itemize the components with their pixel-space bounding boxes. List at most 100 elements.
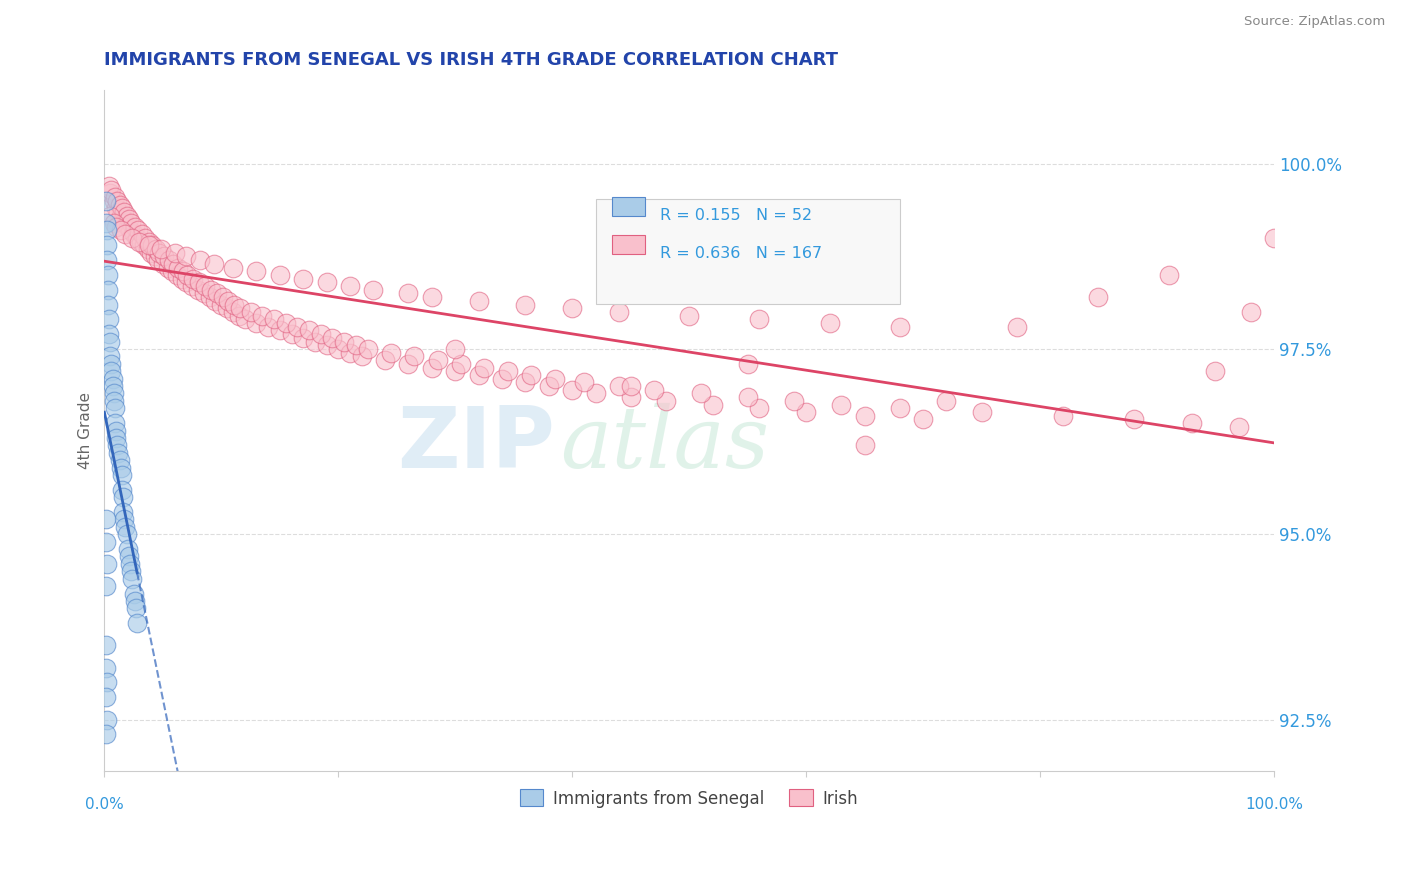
Point (136, 242, 159, 256)
Bar (612, 235, 645, 254)
Point (112, 205, 135, 219)
Point (148, 253, 170, 268)
Point (643, 383, 665, 397)
Point (97, 297, 120, 311)
Point (702, 398, 724, 412)
Point (889, 401, 911, 416)
Point (350, 350, 373, 364)
Point (103, 194, 125, 208)
Point (112, 512, 135, 526)
Point (187, 283, 209, 297)
Point (269, 268, 291, 282)
Point (97, 283, 120, 297)
Point (134, 231, 156, 245)
Point (101, 372, 124, 386)
Point (830, 398, 852, 412)
Point (339, 345, 361, 359)
Point (1122, 412, 1144, 426)
Point (176, 268, 198, 282)
Text: R = 0.636   N = 167: R = 0.636 N = 167 (659, 246, 823, 260)
Point (678, 309, 700, 323)
Point (96, 223, 118, 237)
Point (333, 334, 356, 349)
Point (245, 316, 267, 330)
Point (252, 309, 274, 323)
Point (444, 342, 467, 356)
Point (149, 242, 172, 256)
Point (105, 194, 128, 208)
Point (572, 376, 595, 390)
Point (200, 283, 222, 297)
Point (620, 379, 643, 393)
Point (118, 549, 141, 564)
Point (420, 360, 443, 375)
Point (515, 376, 537, 390)
Point (607, 305, 630, 319)
Point (111, 467, 134, 482)
Point (970, 405, 993, 419)
Point (853, 409, 876, 423)
Point (217, 293, 239, 308)
Point (141, 245, 163, 260)
Point (98, 209, 121, 223)
Point (131, 227, 153, 242)
Point (127, 616, 149, 631)
Text: Source: ZipAtlas.com: Source: ZipAtlas.com (1244, 15, 1385, 28)
Point (110, 209, 132, 223)
Point (737, 357, 759, 371)
Point (1052, 409, 1074, 423)
Point (374, 353, 396, 368)
Point (935, 393, 957, 408)
Point (344, 338, 367, 352)
Point (328, 342, 350, 356)
Point (321, 331, 343, 345)
Legend: Immigrants from Senegal, Irish: Immigrants from Senegal, Irish (513, 782, 865, 814)
Point (124, 594, 146, 608)
Point (172, 264, 194, 278)
Point (491, 372, 513, 386)
Point (120, 223, 142, 237)
Point (222, 260, 245, 275)
Point (205, 286, 228, 301)
Point (467, 368, 489, 382)
Point (100, 183, 122, 197)
Point (103, 393, 125, 408)
Point (292, 331, 315, 345)
Point (127, 223, 149, 237)
Point (561, 301, 583, 316)
Text: atlas: atlas (561, 403, 769, 485)
Point (105, 201, 128, 215)
FancyBboxPatch shape (596, 199, 900, 304)
Point (737, 390, 759, 404)
Point (138, 235, 160, 249)
Text: 0.0%: 0.0% (84, 797, 124, 812)
Point (170, 271, 193, 285)
Point (111, 483, 134, 497)
Point (209, 297, 232, 311)
Point (1087, 290, 1109, 304)
Point (818, 316, 841, 330)
Point (889, 319, 911, 334)
Point (115, 527, 138, 541)
Point (689, 386, 711, 401)
Point (141, 238, 163, 252)
Point (114, 227, 136, 242)
Point (426, 353, 449, 368)
Point (356, 342, 378, 356)
Point (748, 401, 770, 416)
Point (121, 231, 143, 245)
Point (794, 405, 817, 419)
Point (298, 324, 321, 338)
Point (198, 290, 221, 304)
Point (520, 368, 543, 382)
Point (104, 401, 127, 416)
Point (222, 305, 245, 319)
Text: IMMIGRANTS FROM SENEGAL VS IRISH 4TH GRADE CORRELATION CHART: IMMIGRANTS FROM SENEGAL VS IRISH 4TH GRA… (104, 51, 838, 69)
Point (98, 350, 121, 364)
Point (315, 338, 337, 352)
Point (620, 390, 643, 404)
Point (515, 297, 537, 311)
Point (543, 372, 565, 386)
Point (224, 297, 246, 311)
Point (274, 316, 297, 330)
